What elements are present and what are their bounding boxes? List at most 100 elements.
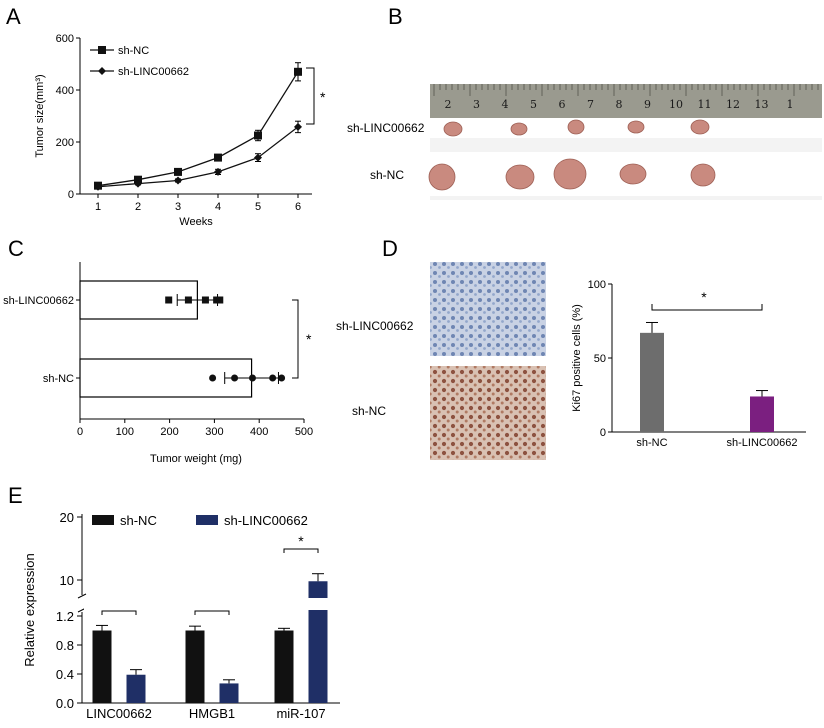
bar [79, 358, 253, 398]
significance-bracket [101, 610, 137, 615]
ihc-image-sh-linc00662 [430, 262, 546, 356]
significance-star: * [320, 89, 326, 105]
significance-bracket [306, 67, 315, 125]
data-point [254, 131, 262, 140]
ruler-number: 3 [473, 98, 480, 111]
ruler-number: 2 [445, 98, 452, 111]
tumor-specimens [428, 119, 716, 191]
legend-swatch [196, 515, 218, 525]
panel-a-line-chart: 0 200 400 600 1 2 3 4 5 6 Weeks Tumor size(mm³) sh-N… [34, 33, 326, 228]
significance-bracket [194, 610, 230, 615]
tumor-specimen [443, 121, 463, 137]
legend-label: sh-LINC00662 [118, 66, 189, 78]
tumor-specimen [567, 119, 585, 135]
bar [126, 674, 146, 703]
axis-break-mark [77, 593, 87, 599]
tumor-specimen [619, 163, 647, 185]
bar [219, 683, 239, 703]
ihc-image-sh-nc [430, 366, 546, 460]
data-point [231, 374, 239, 382]
category-label: sh-NC [43, 373, 74, 385]
data-point [134, 179, 142, 188]
significance-bracket [292, 299, 299, 379]
x-tick-label: 6 [295, 201, 301, 213]
x-axis-label: Tumor weight (mg) [150, 453, 242, 465]
y-axis-label: Relative expression [22, 553, 37, 666]
photo-row-2-label: sh-NC [370, 168, 404, 182]
tumor-specimen [690, 119, 710, 135]
tumor-specimen [553, 158, 587, 190]
legend-swatch [92, 515, 114, 525]
data-point [174, 176, 182, 185]
legend-label: sh-LINC00662 [224, 513, 308, 528]
panel-d-ki67: sh-LINC00662 sh-NC 0 50 100 Ki67 positive c… [336, 262, 806, 460]
category-label: sh-NC [636, 437, 667, 449]
series-line-1 [97, 126, 299, 188]
panel-letter-b: B [388, 4, 403, 29]
y-tick-label: 0.8 [56, 638, 74, 653]
data-point [254, 153, 262, 162]
panel-letter-d: D [382, 236, 398, 261]
x-axis-label: Weeks [179, 216, 213, 228]
significance-star: * [306, 331, 312, 347]
data-point [209, 374, 217, 382]
data-point [214, 153, 222, 162]
panel-c-weight-chart: 0 100 200 300 400 500 Tumor weight (mg) sh-LINC… [3, 262, 313, 465]
significance-bracket [283, 548, 319, 553]
ihc-row-2-label: sh-NC [352, 404, 386, 418]
ruler-number: 8 [616, 98, 623, 111]
y-tick-label: 600 [56, 33, 74, 45]
x-tick-label: 400 [250, 426, 268, 438]
y-axis-label: Ki67 positive cells (%) [571, 304, 583, 412]
data-point [248, 374, 256, 382]
axis-break-band [84, 598, 342, 610]
data-point [94, 182, 102, 191]
legend-marker [98, 67, 106, 75]
bar [185, 630, 205, 703]
tumor-specimen [505, 164, 535, 190]
y-tick-label: 200 [56, 137, 74, 149]
significance-star: * [298, 533, 304, 549]
x-tick-label: 200 [160, 426, 178, 438]
x-tick-label: 3 [175, 201, 181, 213]
legend-marker [98, 46, 106, 54]
bar [750, 396, 774, 432]
y-tick-label: 20 [60, 510, 74, 525]
y-tick-label: 1.2 [56, 609, 74, 624]
ruler-number: 11 [698, 98, 712, 111]
data-point [174, 167, 182, 176]
ruler-number: 10 [669, 98, 683, 111]
data-point [165, 296, 173, 304]
ruler-number: 7 [587, 98, 594, 111]
x-tick-label: 500 [295, 426, 313, 438]
data-point [294, 67, 302, 76]
bar [274, 630, 294, 703]
y-axis-label: Tumor size(mm³) [34, 74, 46, 157]
series-line-0 [97, 71, 299, 187]
photo-row-1-background [430, 118, 822, 138]
x-tick-label: 5 [255, 201, 261, 213]
y-tick-label: 50 [594, 353, 606, 365]
bar [308, 581, 328, 703]
ruler-number: 6 [559, 98, 566, 111]
category-label: sh-LINC00662 [727, 437, 798, 449]
data-point [214, 167, 222, 176]
photo-row-1-label: sh-LINC00662 [347, 121, 425, 135]
y-tick-label: 0 [68, 189, 74, 201]
x-tick-label: 0 [77, 426, 83, 438]
data-point [294, 122, 302, 131]
y-tick-label: 400 [56, 85, 74, 97]
ihc-row-1-label: sh-LINC00662 [336, 319, 414, 333]
data-point [216, 296, 224, 304]
category-label: HMGB1 [189, 706, 235, 721]
y-tick-label: 0.0 [56, 696, 74, 711]
bar [640, 332, 664, 432]
panel-b-tumor-photo: 2 3 4 5 6 7 8 9 10 11 12 13 1 sh-LINC00662 sh-NC [347, 84, 822, 200]
y-tick-label: 100 [588, 279, 606, 291]
tumor-specimen [510, 122, 528, 136]
ruler-ticks: 2 3 4 5 6 7 8 9 10 11 12 13 1 [433, 84, 819, 111]
significance-bracket [651, 304, 763, 311]
x-tick-label: 300 [205, 426, 223, 438]
significance-star: * [701, 289, 707, 305]
